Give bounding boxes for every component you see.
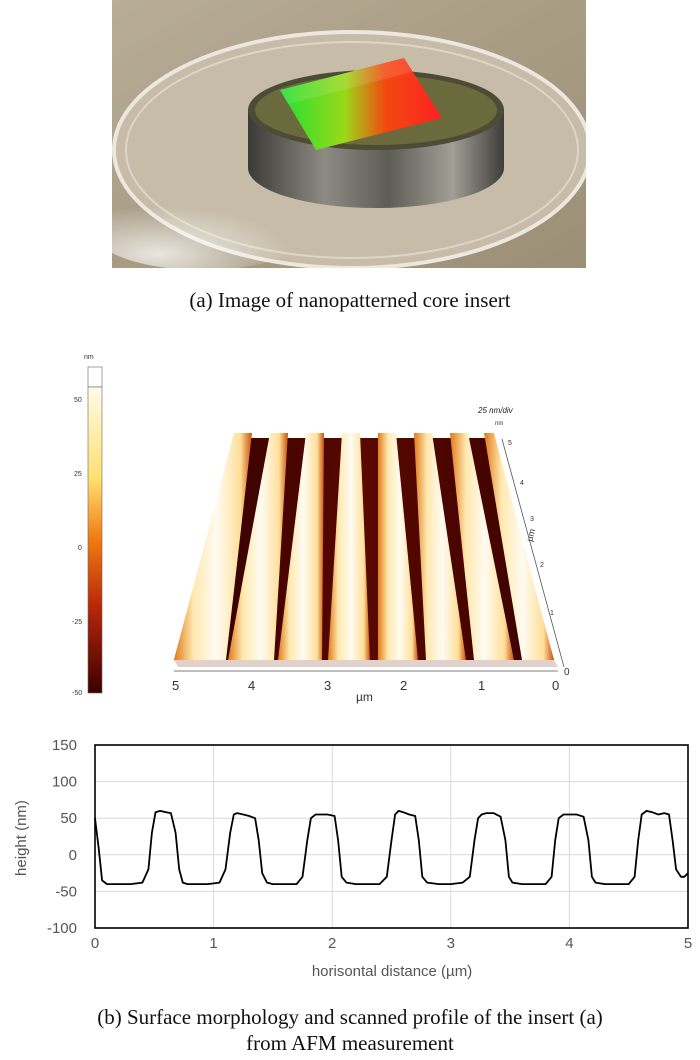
colorbar: [87, 386, 103, 694]
afm-3d-surface: nm 50 25 0 -25 -50 25 nm/div nm 5 4 3 µm…: [72, 354, 570, 704]
colorbar-tick: 0: [78, 545, 82, 552]
colorbar-tick: 50: [74, 397, 82, 404]
figure-b-caption-line1: (b) Surface morphology and scanned profi…: [97, 1005, 603, 1029]
height-profile-chart: 150 100 50 0 -50 -100 0 1 2 3 4 5 height (nm) hori…: [13, 737, 692, 980]
chart-y-tick-label: 100: [52, 774, 77, 791]
core-insert-photo: [112, 0, 586, 268]
chart-y-tick-label: 150: [52, 737, 77, 754]
chart-y-tick-label: 0: [69, 847, 77, 864]
colorbar-tick: -50: [72, 690, 82, 697]
colorbar-tick: 25: [74, 471, 82, 478]
y-axis-tick: 3: [530, 516, 534, 523]
y-axis-tick: 0: [564, 667, 570, 678]
y-axis-label: µm: [524, 528, 537, 543]
y-axis-tick: 2: [540, 562, 544, 569]
x-axis-label: µm: [356, 690, 373, 704]
chart-y-tick-label: -100: [47, 920, 77, 937]
chart-x-tick-label: 2: [328, 935, 336, 952]
chart-x-tick-label: 0: [91, 935, 99, 952]
x-axis-tick: 3: [324, 678, 331, 693]
x-axis-tick: 0: [552, 678, 559, 693]
z-scale-label: 25 nm/div: [477, 406, 514, 415]
colorbar-tick: -25: [72, 619, 82, 626]
x-axis-tick: 1: [478, 678, 485, 693]
chart-x-tick-label: 3: [447, 935, 455, 952]
figure-b-caption-line2: from AFM measurement: [246, 1031, 454, 1055]
chart-x-tick-label: 5: [684, 935, 692, 952]
y-axis-tick: 4: [520, 480, 524, 487]
chart-x-tick-label: 4: [565, 935, 573, 952]
plot-area-border: [94, 744, 689, 929]
z-axis-unit: nm: [495, 421, 503, 427]
chart-y-axis-label: height (nm): [13, 800, 30, 876]
figure-a-caption: (a) Image of nanopatterned core insert: [189, 288, 511, 312]
y-axis-tick: 1: [550, 610, 554, 617]
chart-x-tick-label: 1: [209, 935, 217, 952]
x-axis-tick: 5: [172, 678, 179, 693]
x-axis-tick: 4: [248, 678, 255, 693]
height-profile-line: [94, 810, 689, 885]
chart-y-tick-label: -50: [55, 883, 77, 900]
colorbar-unit: nm: [84, 354, 94, 361]
chart-y-tick-label: 50: [60, 810, 77, 827]
surface-ridges: [174, 433, 554, 660]
chart-x-axis-label: horisontal distance (µm): [312, 963, 472, 980]
y-axis-tick: 5: [508, 440, 512, 447]
x-axis-tick: 2: [400, 678, 407, 693]
